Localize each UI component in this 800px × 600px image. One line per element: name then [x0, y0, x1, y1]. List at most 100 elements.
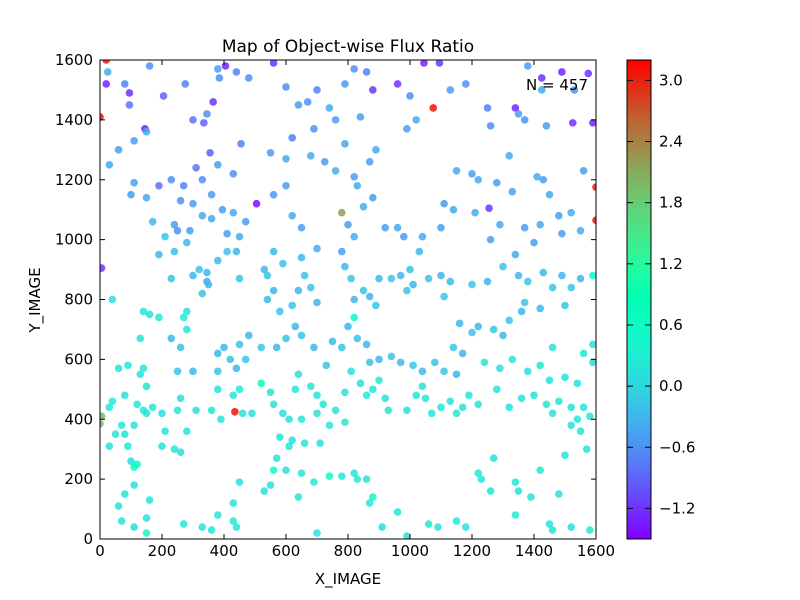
y-tick-label: 1200	[55, 171, 93, 189]
data-point	[558, 68, 566, 76]
data-point	[359, 286, 368, 295]
data-point	[303, 98, 312, 106]
data-point	[238, 409, 247, 418]
data-point	[362, 340, 371, 349]
data-point	[148, 403, 157, 412]
data-point	[241, 217, 250, 226]
data-point	[218, 205, 227, 214]
data-point	[130, 481, 138, 489]
data-point	[139, 364, 148, 373]
data-point	[375, 376, 383, 385]
data-point	[365, 358, 374, 367]
data-point	[155, 250, 163, 259]
data-point	[100, 419, 104, 428]
data-point	[198, 211, 207, 220]
data-point	[400, 232, 408, 241]
data-point	[524, 62, 532, 70]
data-point	[474, 400, 483, 409]
data-point	[537, 74, 546, 82]
data-point	[155, 313, 163, 322]
x-tick-label: 1200	[453, 542, 491, 560]
data-point	[514, 487, 523, 495]
data-point	[514, 110, 523, 118]
data-point	[347, 367, 355, 376]
data-point	[209, 98, 217, 106]
data-point	[231, 407, 239, 416]
data-point	[214, 256, 222, 265]
data-point	[263, 295, 272, 304]
data-point	[437, 403, 445, 412]
y-tick-label: 600	[64, 350, 93, 368]
data-point	[307, 152, 315, 160]
colorbar-tick-label: −1.2	[659, 499, 695, 517]
data-point	[350, 469, 359, 477]
data-point	[198, 523, 207, 531]
data-point	[579, 349, 588, 358]
data-point	[573, 415, 582, 424]
data-point	[142, 514, 151, 522]
data-point	[452, 517, 461, 525]
data-point	[319, 400, 328, 409]
data-point	[148, 217, 157, 226]
data-point	[586, 412, 594, 421]
data-point	[297, 223, 306, 232]
data-point	[310, 343, 318, 352]
data-point	[350, 172, 359, 181]
colorbar-gradient	[626, 59, 652, 540]
data-point	[462, 80, 470, 88]
data-point	[195, 265, 203, 274]
data-point	[536, 220, 544, 229]
data-point	[167, 334, 176, 343]
data-point	[145, 62, 154, 70]
data-point	[103, 68, 112, 76]
data-point	[474, 175, 483, 184]
data-point	[489, 325, 498, 334]
data-point	[452, 166, 461, 175]
data-point	[285, 415, 293, 424]
data-point	[536, 304, 544, 313]
data-point	[288, 211, 297, 220]
data-point	[170, 220, 179, 229]
data-point	[245, 74, 253, 82]
data-point	[418, 367, 427, 376]
colorbar-tick-label: 2.4	[659, 133, 683, 151]
data-point	[257, 343, 266, 352]
data-point	[406, 92, 414, 100]
data-point	[170, 247, 179, 256]
data-point	[269, 190, 278, 199]
data-point	[167, 175, 176, 184]
data-point	[530, 391, 538, 400]
data-point	[338, 472, 346, 480]
data-point	[155, 181, 163, 190]
data-point	[322, 361, 331, 370]
data-point	[486, 122, 495, 130]
data-point	[471, 208, 479, 217]
data-point	[100, 264, 106, 272]
data-point	[403, 125, 411, 133]
scatter-points	[100, 60, 596, 539]
data-point	[307, 382, 315, 391]
data-point	[412, 391, 421, 400]
x-tick-label: 1400	[515, 542, 553, 560]
data-point	[221, 62, 230, 70]
data-point	[294, 101, 303, 109]
data-point	[272, 454, 281, 462]
data-point	[183, 325, 191, 334]
data-point	[542, 122, 551, 130]
chart-title: Map of Object-wise Flux Ratio	[222, 37, 474, 57]
data-point	[462, 523, 470, 531]
data-point	[508, 187, 517, 196]
data-point	[207, 190, 216, 199]
data-point	[114, 146, 123, 154]
data-point	[142, 529, 151, 537]
data-point	[561, 301, 569, 310]
data-point	[350, 313, 359, 322]
data-point	[102, 80, 110, 88]
data-point	[418, 232, 427, 241]
data-point	[316, 439, 324, 448]
data-point	[353, 475, 362, 483]
data-point	[294, 286, 303, 295]
data-point	[176, 343, 185, 352]
data-point	[124, 361, 132, 370]
